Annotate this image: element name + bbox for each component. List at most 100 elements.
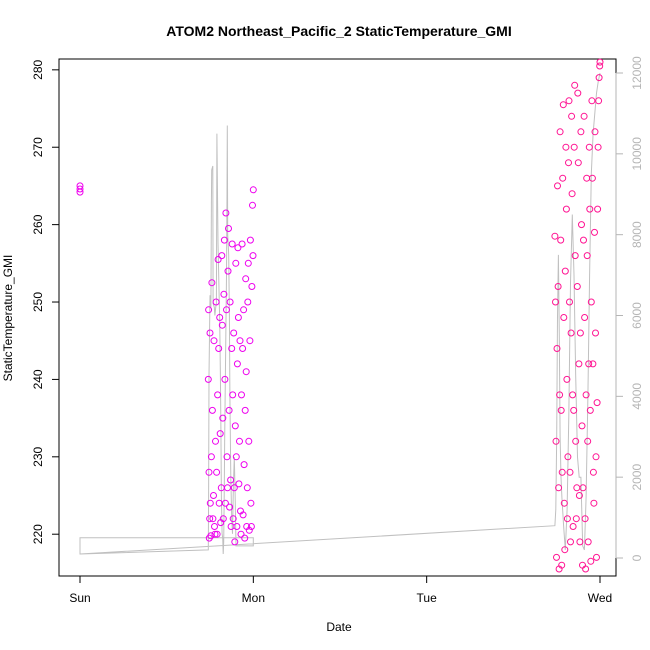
y2-tick-label: 6000 [630, 302, 644, 329]
data-point [552, 437, 560, 445]
data-point [573, 283, 581, 290]
data-point [580, 112, 588, 120]
y-tick-label: 270 [31, 137, 45, 157]
data-point [244, 259, 252, 267]
data-point [575, 492, 583, 499]
data-point [232, 453, 240, 461]
data-point [227, 476, 235, 484]
data-point [212, 437, 219, 445]
data-point [586, 205, 594, 213]
data-point [225, 225, 232, 232]
data-point [570, 143, 578, 151]
data-point [211, 523, 218, 530]
y-tick-label: 230 [31, 446, 45, 466]
data-point [228, 345, 236, 352]
data-point [552, 298, 559, 306]
data-point [231, 422, 239, 430]
data-point [210, 492, 217, 499]
data-point [244, 298, 252, 306]
data-point [561, 546, 569, 554]
data-point [572, 437, 580, 445]
data-point [563, 375, 571, 383]
data-point [589, 360, 597, 368]
data-point [210, 337, 218, 345]
data-point [223, 306, 230, 314]
data-point [229, 515, 237, 523]
data-point [208, 279, 216, 287]
data-point [229, 391, 237, 399]
data-point [587, 557, 595, 565]
data-point [234, 314, 242, 321]
data-point [219, 414, 227, 422]
data-point [233, 360, 241, 368]
data-point [222, 209, 230, 217]
y2-tick-label: 2000 [630, 464, 644, 491]
data-point [568, 112, 576, 120]
data-point [564, 453, 572, 461]
data-point [242, 275, 250, 283]
altitude-line [79, 72, 601, 555]
data-point [565, 159, 572, 167]
data-point [591, 128, 599, 136]
data-point [223, 453, 231, 461]
y-tick-label: 260 [31, 214, 45, 234]
data-point [236, 337, 244, 345]
data-point [566, 468, 574, 476]
data-point [557, 406, 565, 414]
data-point [561, 267, 569, 275]
data-point [559, 174, 567, 182]
data-point [224, 267, 232, 275]
data-point [580, 236, 587, 244]
data-point [231, 538, 239, 546]
plot-frame [58, 58, 617, 577]
data-point [583, 174, 591, 182]
data-point [249, 186, 257, 194]
data-point [565, 97, 573, 105]
data-point [209, 515, 217, 523]
data-point [214, 391, 222, 399]
data-point [246, 337, 254, 345]
data-point [594, 205, 602, 213]
x-tick-label: Wed [588, 591, 612, 605]
data-point [554, 283, 562, 290]
data-point [585, 143, 593, 151]
data-point [243, 484, 251, 492]
data-point [234, 244, 242, 252]
data-point [208, 406, 216, 414]
y2-tick-label: 10000 [630, 137, 644, 171]
data-point [553, 553, 560, 561]
data-point [551, 232, 559, 240]
data-point [591, 228, 598, 236]
data-point [562, 143, 570, 151]
data-point [232, 259, 240, 267]
data-point [226, 298, 234, 306]
y-tick-label: 250 [31, 292, 45, 312]
data-point [216, 314, 224, 321]
data-point [584, 437, 592, 445]
data-point [582, 565, 590, 573]
data-point [230, 329, 238, 337]
axis-layer: Sun Mon Tue Wed 220 230 240 250 260 270 280 0 2000 40… [31, 56, 644, 605]
data-point [207, 532, 215, 540]
y2-tick-label: 8000 [630, 221, 644, 248]
data-point [571, 81, 579, 89]
data-point [247, 523, 255, 530]
data-point [593, 399, 601, 407]
data-point [225, 406, 233, 414]
data-point [214, 256, 222, 263]
x-tick-label: Tue [417, 591, 438, 605]
data-point [227, 523, 235, 530]
data-point [213, 468, 221, 476]
data-point [205, 306, 213, 314]
data-point [238, 240, 246, 248]
data-point [573, 484, 581, 492]
data-point [245, 526, 253, 534]
data-point [241, 534, 249, 542]
data-point [579, 561, 586, 569]
data-point [559, 101, 567, 109]
data-point [567, 329, 575, 337]
data-point [240, 306, 248, 314]
x-axis-label: Date [326, 620, 352, 634]
data-point [596, 58, 604, 66]
chart-title: ATOM2 Northeast_Pacific_2 StaticTemperat… [166, 23, 511, 39]
